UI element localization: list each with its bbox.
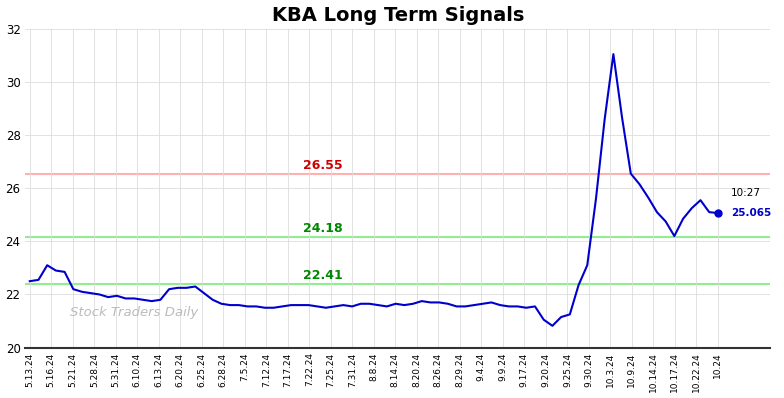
Text: 22.41: 22.41 [303, 269, 343, 282]
Text: 24.18: 24.18 [303, 222, 343, 235]
Title: KBA Long Term Signals: KBA Long Term Signals [271, 6, 524, 25]
Text: 25.065: 25.065 [731, 208, 771, 218]
Text: 10:27: 10:27 [731, 189, 761, 199]
Text: Stock Traders Daily: Stock Traders Daily [70, 306, 198, 319]
Text: 26.55: 26.55 [303, 159, 343, 172]
